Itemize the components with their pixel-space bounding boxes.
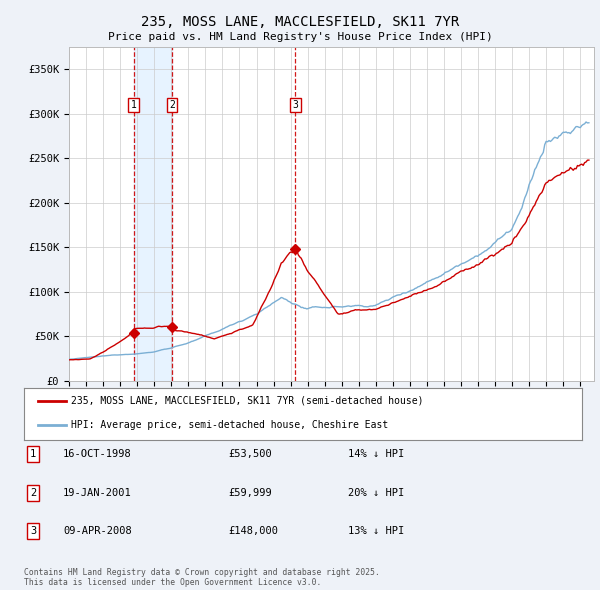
Text: Price paid vs. HM Land Registry's House Price Index (HPI): Price paid vs. HM Land Registry's House … [107,32,493,42]
Text: 19-JAN-2001: 19-JAN-2001 [63,488,132,497]
Text: 1: 1 [131,100,137,110]
Text: 2: 2 [169,100,175,110]
Bar [134,47,172,381]
Text: 1: 1 [30,450,36,459]
Text: 3: 3 [292,100,298,110]
Text: Contains HM Land Registry data © Crown copyright and database right 2025.
This d: Contains HM Land Registry data © Crown c… [24,568,380,587]
Text: HPI: Average price, semi-detached house, Cheshire East: HPI: Average price, semi-detached house,… [71,420,389,430]
Text: 2: 2 [30,488,36,497]
Text: £53,500: £53,500 [228,450,272,459]
Text: 09-APR-2008: 09-APR-2008 [63,526,132,536]
Text: 20% ↓ HPI: 20% ↓ HPI [348,488,404,497]
Text: 14% ↓ HPI: 14% ↓ HPI [348,450,404,459]
Text: 13% ↓ HPI: 13% ↓ HPI [348,526,404,536]
Text: 235, MOSS LANE, MACCLESFIELD, SK11 7YR: 235, MOSS LANE, MACCLESFIELD, SK11 7YR [141,15,459,29]
Text: 235, MOSS LANE, MACCLESFIELD, SK11 7YR (semi-detached house): 235, MOSS LANE, MACCLESFIELD, SK11 7YR (… [71,396,424,405]
Text: £148,000: £148,000 [228,526,278,536]
Text: £59,999: £59,999 [228,488,272,497]
Text: 3: 3 [30,526,36,536]
Text: 16-OCT-1998: 16-OCT-1998 [63,450,132,459]
